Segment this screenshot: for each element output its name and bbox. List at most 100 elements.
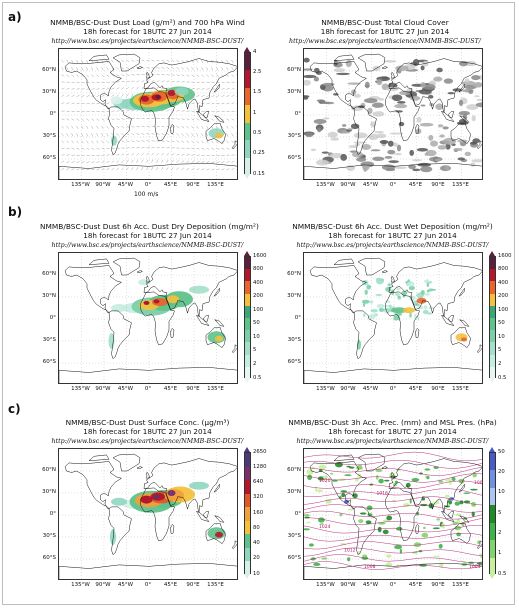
lat-label: 30°N [287,292,301,299]
lon-label: 45°E [163,386,178,392]
colorbar-segment [245,507,250,522]
wind-vector [116,118,120,120]
precipitation-field [411,477,420,482]
wind-vector [186,118,190,121]
wind-vector [221,125,224,129]
panel-source-url: http://www.bsc.es/projects/earthscience/… [51,438,244,445]
wind-vector [161,125,165,128]
wind-vector [226,118,230,121]
colorbar [489,256,496,380]
wind-vector [81,81,85,84]
precipitation-field [384,479,390,482]
wet-deposition-field [394,293,400,296]
wind-vector [111,118,115,121]
coastline-north-america [64,461,123,510]
colorbar-label: 1 [253,109,257,116]
cloud-cover-field [459,60,468,67]
coastline-borneo [203,315,209,322]
wind-vector [216,118,220,121]
wind-vector [216,74,219,78]
cloud-cover-field [396,101,406,104]
lon-label: 0° [144,386,152,392]
isobar-label: 1004 [469,564,481,570]
wind-vector [166,140,170,142]
coastline-australia [205,326,226,348]
wind-vector [176,140,180,143]
cloud-cover-field [317,127,322,133]
wind-vector [236,154,237,156]
wind-vector [141,133,145,135]
wind-vector [211,118,215,121]
cloud-cover-field [437,124,444,128]
wind-vector [91,67,94,71]
wind-vector [116,160,120,163]
wind-vector [201,140,204,144]
wind-vector [121,59,125,63]
wind-vector [196,133,199,137]
world-map: 1020 1016 1024 1012 1008 1004 1000 [304,449,482,579]
colorbar-segment [490,540,495,558]
wind-vector [126,167,129,171]
colorbar-segment [490,305,495,319]
wind-vector [66,118,70,121]
cloud-cover-field [433,76,443,82]
wind-vector [176,153,180,156]
colorbar-segment [245,269,250,282]
cloud-cover-field [387,149,396,155]
wet-deposition-field [385,286,392,292]
wind-vector [91,88,95,90]
wind-vector [81,67,84,71]
wind-vector [101,67,104,71]
wind-vector [121,74,125,76]
wet-deposition-field [416,315,420,321]
wind-vector [171,167,174,171]
precipitation-field [378,478,384,484]
wind-vector [126,93,129,97]
lon-label: 90°E [431,582,445,588]
wind-vector [206,81,210,84]
lon-label: 45°E [163,182,178,188]
wind-vector [106,168,110,171]
wind-vector [71,102,75,105]
cloud-cover-field [408,164,416,170]
colorbar-label: 10 [498,489,505,496]
wind-vector [196,74,200,77]
wind-vector [216,140,219,144]
wind-vector [211,67,213,71]
wind-vector [76,95,80,97]
dry-deposition-field [138,279,150,286]
lon-label: 90°E [431,386,445,392]
cloud-cover-field [422,60,429,67]
coastline-eurasia [143,58,237,113]
colorbar-segment [490,354,495,368]
wind-vector [231,160,235,163]
coastline-uk [145,276,150,283]
wind-vector [131,159,134,163]
coastline-australia [205,522,226,544]
wind-vector [216,125,219,129]
wet-deposition-field [416,297,427,304]
isobar-line [304,496,482,506]
wind-vector [101,133,104,137]
wind-vector [221,140,224,144]
cloud-cover-field [322,82,335,87]
panel-source-url: http://www.bsc.es/projects/earthscience/… [296,438,489,445]
wet-deposition-field [391,307,407,314]
wet-deposition-field [381,304,385,308]
wind-vector [96,102,100,105]
coastline-uk [145,72,150,79]
wind-vector [216,168,220,171]
lat-label: 60°S [287,358,301,365]
colorbar-max-tip [244,251,250,256]
wind-vector [166,80,170,83]
dust-load-field [215,132,223,139]
cloud-cover-field [420,81,426,88]
colorbar-segment [490,342,495,355]
wind-vector [206,95,210,97]
wind-vector [211,111,215,112]
wind-vector [211,95,215,97]
wind-vector [236,59,237,61]
coastline-africa [140,291,175,345]
wind-vector [236,140,237,142]
wind-vector [66,67,69,71]
